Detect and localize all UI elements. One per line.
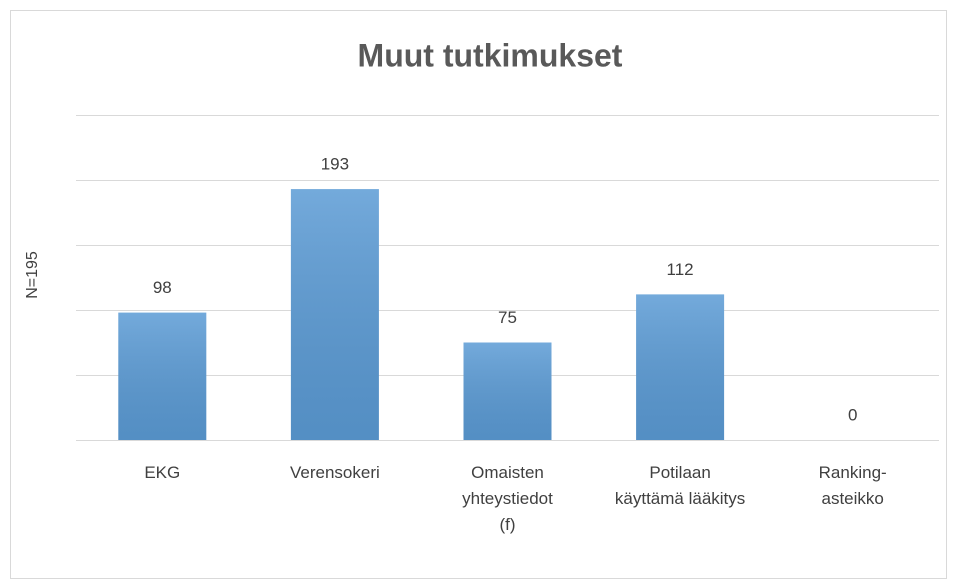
x-tick-label: Verensokeri: [290, 463, 380, 482]
value-label: 112: [667, 260, 694, 279]
bar-shade: [118, 312, 207, 440]
value-label: 75: [498, 308, 517, 327]
x-tick-label: Ranking- asteikko: [818, 463, 887, 508]
x-tick-label: EKG: [144, 463, 181, 482]
bar-shade: [290, 189, 379, 440]
value-label: 0: [848, 405, 857, 424]
value-label: 193: [321, 155, 349, 174]
value-label: 98: [153, 278, 172, 297]
x-tick-label: Omaisten yhteystiedot (f): [462, 463, 553, 534]
bar-shade: [636, 294, 725, 440]
bar-shade: [463, 342, 552, 440]
y-axis-label: N=195: [24, 251, 41, 299]
chart-title: Muut tutkimukset: [358, 37, 623, 73]
x-tick-label: Potilaan käyttämä lääkitys: [614, 463, 746, 508]
